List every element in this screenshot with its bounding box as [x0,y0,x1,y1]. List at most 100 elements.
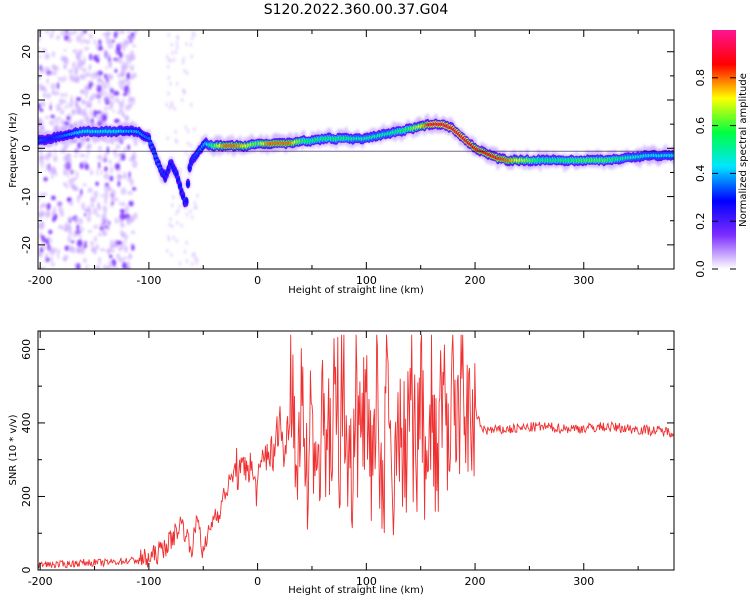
noise-blob [80,89,86,95]
snr-frame [37,330,675,571]
noise-blob [175,40,179,46]
noise-blob [167,32,170,37]
noise-blob [196,193,199,198]
noise-blob [66,102,70,109]
noise-blob [98,97,101,105]
noise-blob [178,261,181,266]
noise-blob [122,261,127,269]
noise-blob [131,72,138,78]
noise-blob [58,98,63,107]
noise-blob [95,264,101,269]
noise-blob [53,91,60,96]
noise-blob [193,205,197,210]
snr-y-tick-label: 600 [20,339,33,360]
noise-blob [131,217,134,223]
noise-blob [173,57,176,62]
noise-blob [94,72,100,77]
noise-blob [86,102,92,108]
noise-blob [185,212,189,217]
noise-blob [60,30,65,37]
noise-blob [93,248,97,255]
noise-blob [189,42,193,47]
ridge-core [186,182,190,186]
noise-blob [67,235,72,243]
noise-blob [99,110,104,117]
noise-blob [97,75,101,84]
noise-blob [195,260,198,265]
spectrogram-x-tick-label: 0 [254,274,261,287]
noise-blob [132,187,137,191]
noise-blob [39,55,42,59]
noise-blob [64,228,69,232]
noise-blob [57,248,60,254]
noise-blob [102,205,108,212]
spectrogram-y-tick-label: -20 [20,236,33,254]
noise-blob [117,73,121,79]
noise-blob [120,187,127,195]
noise-blob [85,71,91,78]
noise-blob [186,70,189,76]
noise-blob [171,203,174,208]
noise-blob [112,109,115,113]
noise-blob [168,105,172,110]
colorbar-tick-label: 0.2 [694,212,707,230]
noise-blob [126,221,131,226]
noise-blob [76,262,81,269]
noise-blob [44,53,50,60]
noise-blob [49,104,52,111]
noise-blob [55,103,60,112]
noise-blob [118,158,122,163]
noise-blob [95,181,99,186]
noise-blob [121,233,125,237]
noise-blob [166,54,169,60]
noise-blob [76,239,83,247]
noise-blob [104,197,108,205]
noise-blob [132,97,136,105]
noise-blob [165,102,168,107]
snr-series-line [38,334,674,569]
noise-blob [103,106,109,110]
noise-blob [47,243,51,251]
noise-blob [56,118,59,125]
noise-blob [185,240,188,245]
noise-blob [39,108,44,112]
noise-blob [46,78,49,85]
noise-blob [42,203,47,208]
noise-blob [180,223,183,228]
noise-blob [127,256,131,260]
noise-blob [67,216,73,223]
noise-blob [50,238,53,244]
noise-blob [85,264,89,269]
noise-blob [169,58,173,63]
noise-blob [57,116,62,120]
noise-blob [195,257,199,262]
noise-blob [180,97,184,103]
noise-blob [120,223,125,228]
noise-blob [50,83,57,90]
noise-blob [68,168,72,172]
noise-blob [133,139,138,146]
noise-blob [182,56,185,62]
noise-blob [115,50,119,54]
spectrogram-x-tick-label: -200 [28,274,53,287]
noise-blob [63,163,69,168]
noise-blob [191,261,194,266]
noise-blob [38,156,43,162]
noise-blob [64,92,68,98]
noise-blob [121,201,126,207]
noise-blob [75,171,79,179]
noise-blob [186,141,190,146]
noise-blob [124,115,130,122]
noise-blob [128,103,134,108]
noise-blob [79,153,86,158]
noise-blob [84,84,88,90]
noise-blob [114,163,121,170]
noise-blob [117,180,121,187]
noise-blob [174,129,177,134]
noise-blob [93,224,99,229]
noise-blob [38,223,41,228]
noise-blob [38,119,44,127]
noise-blob [107,41,114,49]
noise-blob [44,66,50,72]
